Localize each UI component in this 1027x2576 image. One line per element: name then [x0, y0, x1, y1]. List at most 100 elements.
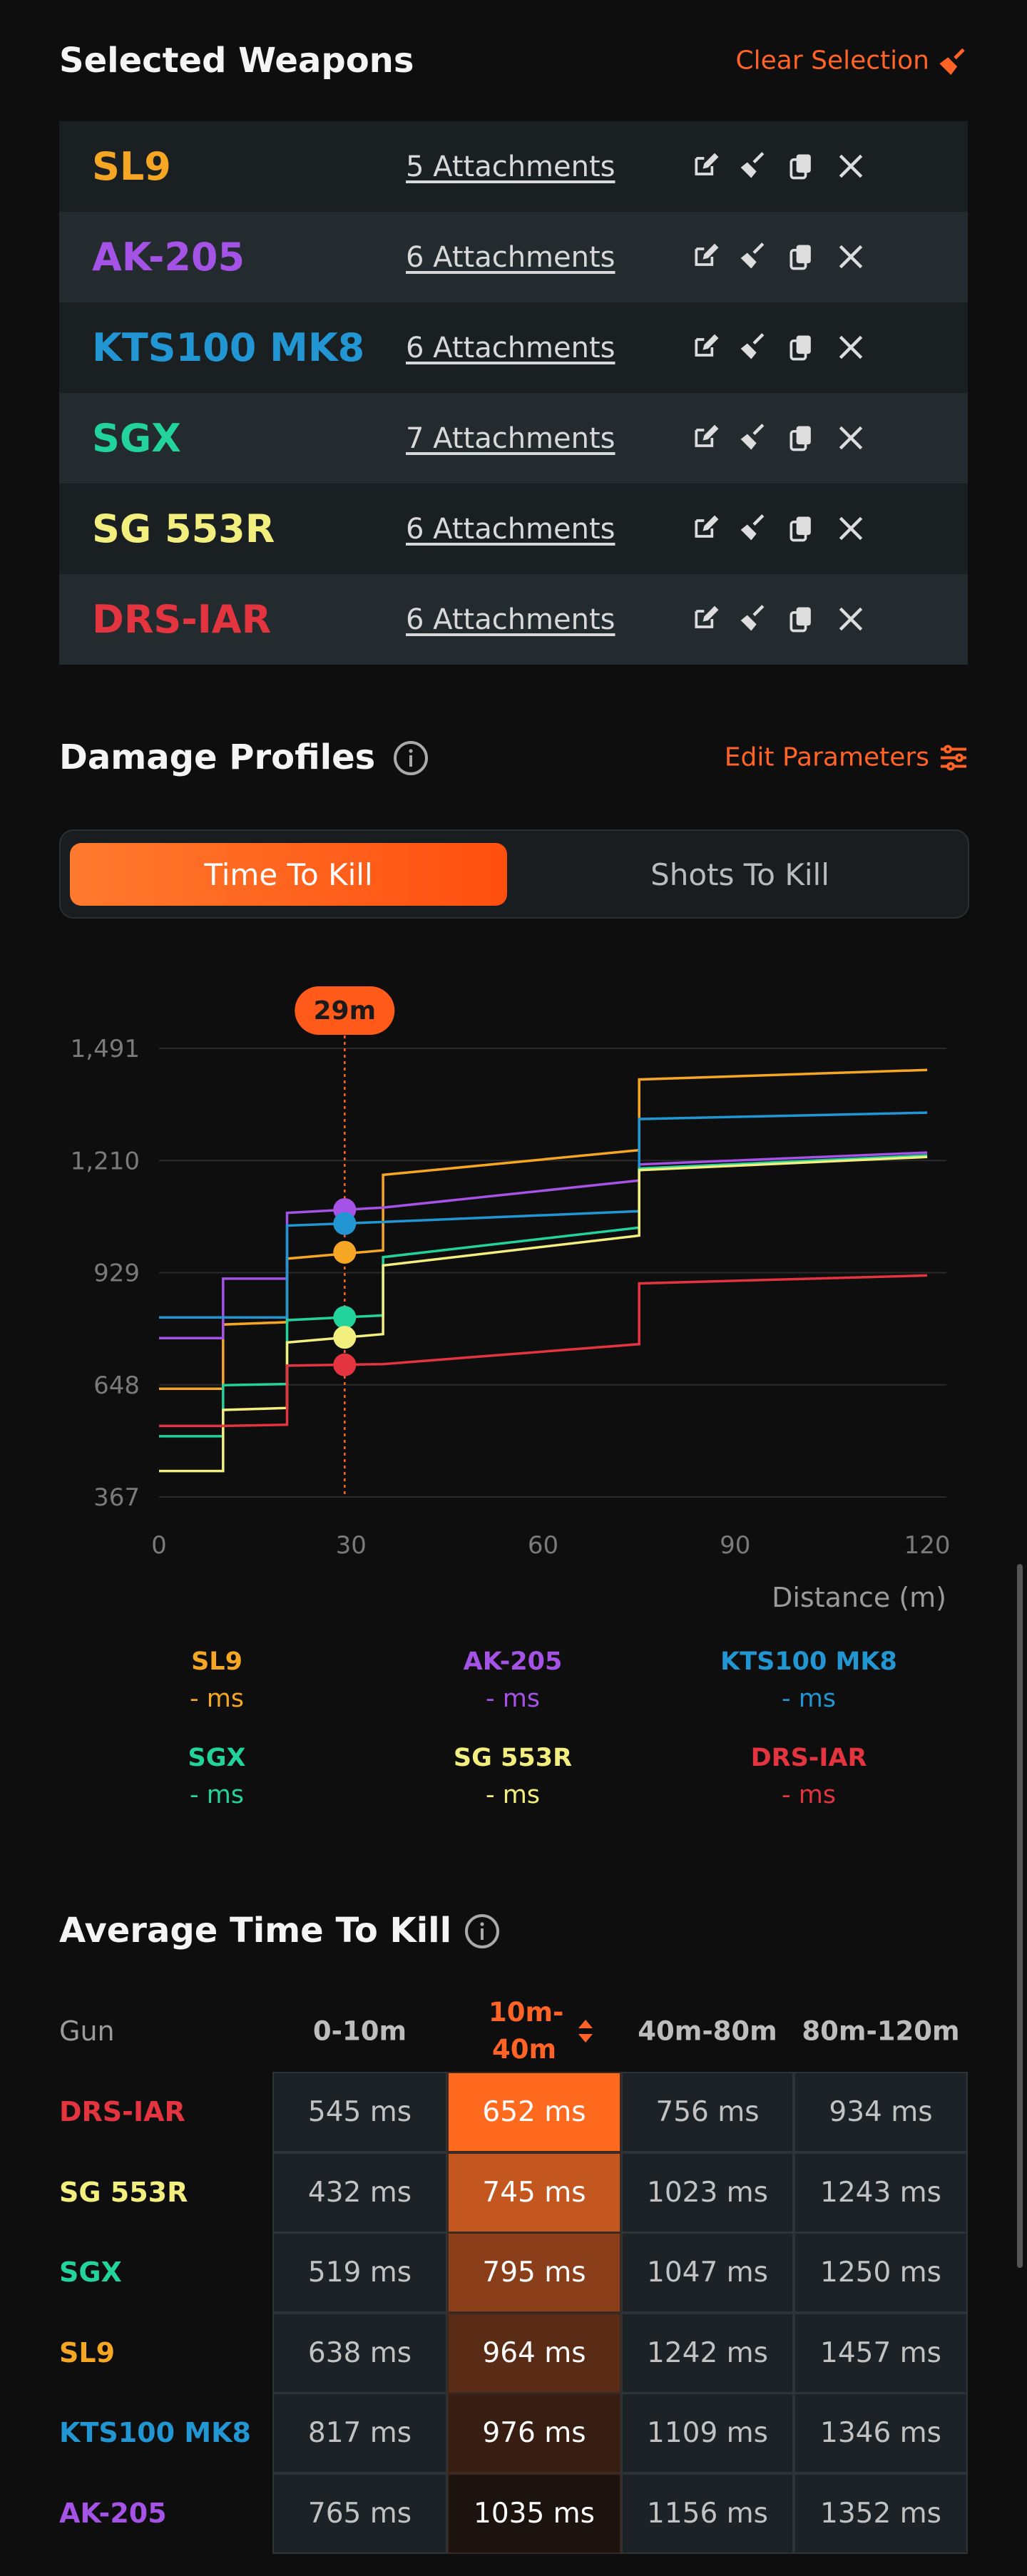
weapon-row: SGX 7 Attachments — [59, 393, 968, 484]
remove-icon[interactable] — [835, 150, 867, 182]
clear-selection[interactable]: Clear Selection — [736, 46, 969, 76]
table-cell: 519 ms — [272, 2232, 447, 2313]
sort-icon[interactable] — [577, 2018, 594, 2044]
chart: 367 648 929 1,210 1,491 0 30 60 90 120 Distance (m… — [71, 986, 951, 1613]
cursor-badge — [295, 986, 395, 1035]
tab[interactable]: Time To Kill — [70, 843, 507, 906]
legend-item: KTS100 MK8 - ms — [702, 1647, 916, 1713]
copy-icon[interactable] — [786, 603, 817, 635]
legend-item: SL9 - ms — [110, 1647, 324, 1713]
table-cell: 545 ms — [272, 2072, 447, 2152]
legend-value: - ms — [485, 1781, 541, 1809]
copy-icon[interactable] — [786, 513, 817, 544]
attachments-link[interactable]: 5 Attachments — [406, 150, 615, 183]
legend-item: AK-205 - ms — [406, 1647, 620, 1713]
tab[interactable]: Shots To Kill — [650, 857, 829, 892]
clean-icon[interactable] — [738, 332, 770, 363]
x-tick-label: 30 — [336, 1531, 367, 1560]
attachments-link[interactable]: 6 Attachments — [406, 512, 615, 546]
table-cell: 1242 ms — [621, 2312, 794, 2393]
broom-icon — [939, 48, 965, 75]
legend-name: KTS100 MK8 — [720, 1647, 897, 1676]
copy-icon[interactable] — [786, 150, 817, 182]
clean-icon[interactable] — [738, 150, 770, 182]
table-cell: 652 ms — [447, 2072, 621, 2152]
remove-icon[interactable] — [835, 332, 867, 363]
attachments-link[interactable]: 7 Attachments — [406, 421, 615, 455]
info-icon[interactable] — [392, 740, 429, 777]
section-title: Average Time To Kill — [59, 1911, 452, 1951]
x-tick-label: 0 — [151, 1531, 167, 1560]
gun-name: SG 553R — [59, 2176, 188, 2208]
remove-icon[interactable] — [835, 422, 867, 454]
gun-name: SL9 — [59, 2336, 116, 2368]
legend-value: - ms — [189, 1685, 245, 1713]
legend-name: SG 553R — [453, 1744, 573, 1772]
edit-text[interactable]: Edit Parameters — [724, 742, 929, 772]
clean-icon[interactable] — [738, 241, 770, 272]
table-cell: 756 ms — [621, 2072, 794, 2152]
y-tick-label: 929 — [93, 1259, 140, 1288]
table-cell: 1457 ms — [794, 2312, 968, 2393]
clear-text[interactable]: Clear Selection — [735, 46, 930, 76]
legend-name: SGX — [188, 1744, 246, 1772]
table-cell: 934 ms — [794, 2072, 968, 2152]
series-line — [159, 1274, 928, 1428]
table-cell: 745 ms — [447, 2152, 621, 2233]
attachments-link[interactable]: 6 Attachments — [406, 603, 615, 636]
edit-icon[interactable] — [691, 150, 722, 182]
attachments-link[interactable]: 6 Attachments — [406, 240, 615, 274]
edit-icon[interactable] — [691, 513, 722, 544]
table-cell: 1035 ms — [447, 2473, 621, 2554]
column-header: 80m-120m — [802, 2015, 960, 2047]
copy-icon[interactable] — [786, 241, 817, 272]
table-cell: 976 ms — [447, 2393, 621, 2473]
edit-parameters[interactable]: Edit Parameters — [725, 743, 968, 772]
section-title: Damage Profiles — [59, 737, 376, 777]
clean-icon[interactable] — [738, 422, 770, 454]
section-title: Selected Weapons — [59, 41, 414, 81]
weapon-row: KTS100 MK8 6 Attachments — [59, 302, 968, 393]
x-axis-title: Distance (m) — [772, 1582, 946, 1613]
legend-item: SGX - ms — [110, 1744, 324, 1809]
weapon-row: SG 553R 6 Attachments — [59, 484, 968, 574]
gun-name: AK-205 — [59, 2497, 167, 2529]
clean-icon[interactable] — [738, 603, 770, 635]
weapon-name: AK-205 — [92, 235, 245, 280]
legend-value: - ms — [781, 1685, 837, 1713]
table-cell: 638 ms — [272, 2312, 447, 2393]
edit-icon[interactable] — [691, 241, 722, 272]
remove-icon[interactable] — [835, 513, 867, 544]
copy-icon[interactable] — [786, 332, 817, 363]
column-header: 0-10m — [312, 2015, 407, 2047]
table-cell: 795 ms — [447, 2232, 621, 2313]
remove-icon[interactable] — [835, 241, 867, 272]
y-tick-label: 367 — [93, 1483, 140, 1512]
attachments-link[interactable]: 6 Attachments — [406, 331, 615, 364]
x-tick-label: 120 — [904, 1531, 951, 1560]
edit-icon[interactable] — [691, 603, 722, 635]
weapon-row: SL9 5 Attachments — [59, 121, 968, 212]
weapon-row: AK-205 6 Attachments — [59, 212, 968, 302]
remove-icon[interactable] — [835, 603, 867, 635]
series-line — [159, 1068, 928, 1391]
weapon-name: SL9 — [92, 144, 171, 189]
edit-icon[interactable] — [691, 422, 722, 454]
weapon-name: SG 553R — [92, 506, 275, 551]
edit-icon[interactable] — [691, 332, 722, 363]
scrollbar[interactable] — [1017, 1564, 1023, 2268]
column-header[interactable]: 10m-40m — [489, 1997, 564, 2065]
y-tick-label: 1,491 — [71, 1035, 140, 1063]
table-cell: 1352 ms — [794, 2473, 968, 2554]
table-cell: 1250 ms — [794, 2232, 968, 2313]
sliders-icon — [941, 745, 966, 770]
table-cell: 1156 ms — [621, 2473, 794, 2554]
copy-icon[interactable] — [786, 422, 817, 454]
weapon-name: KTS100 MK8 — [92, 325, 365, 370]
clean-icon[interactable] — [738, 513, 770, 544]
info-icon[interactable] — [464, 1913, 501, 1950]
legend-value: - ms — [485, 1685, 541, 1713]
weapon-name: SGX — [92, 416, 181, 461]
table-cell: 1243 ms — [794, 2152, 968, 2233]
